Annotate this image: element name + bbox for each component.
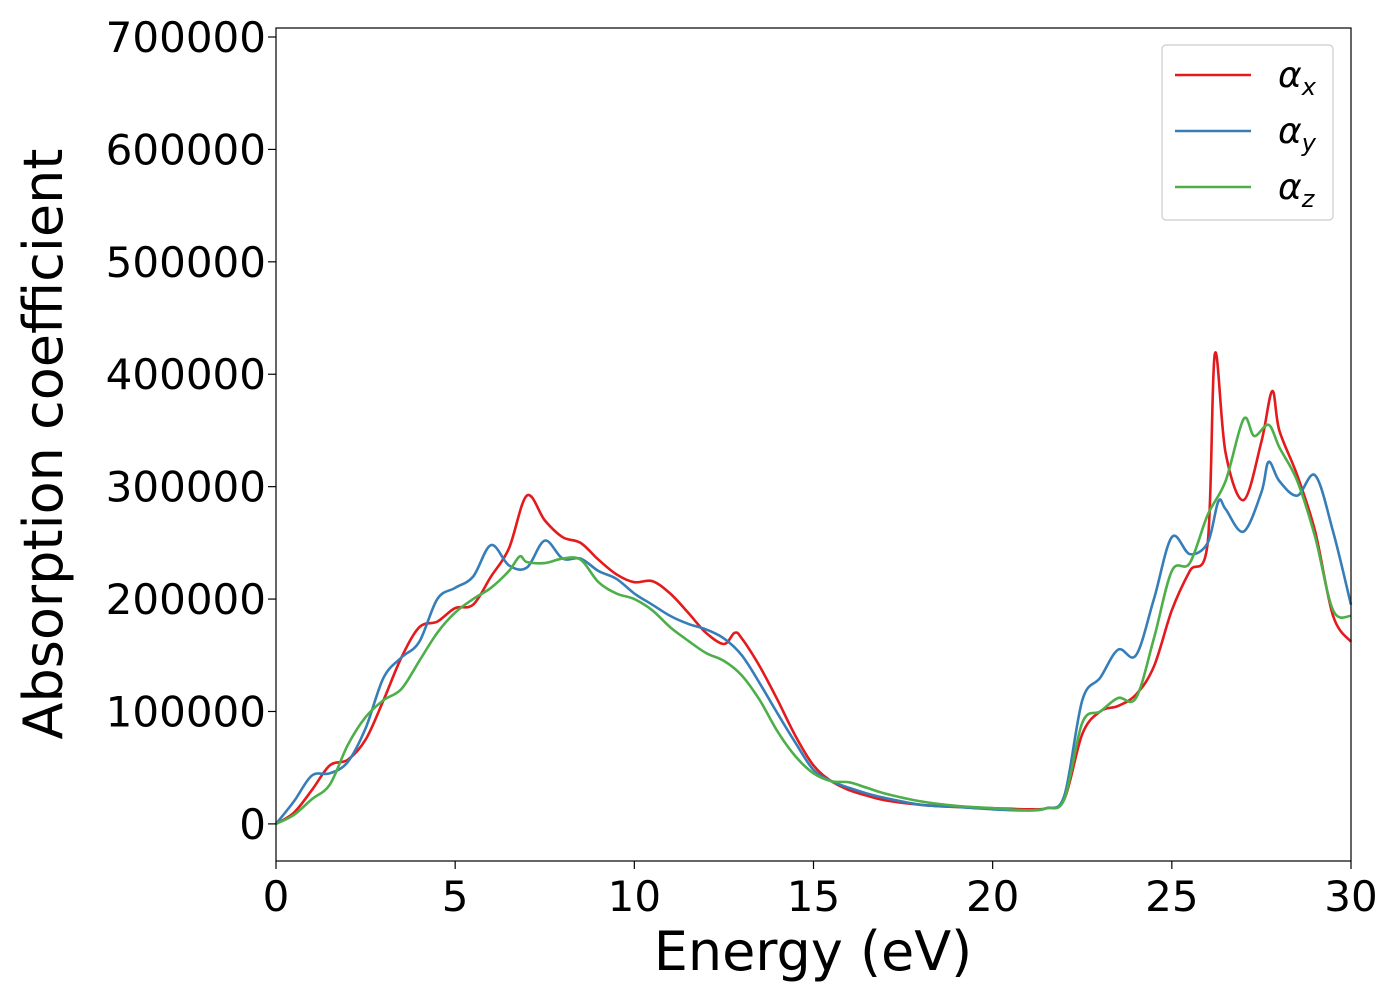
x-tick-label: 25 bbox=[1145, 872, 1198, 921]
y-tick-label: 0 bbox=[239, 800, 266, 849]
x-tick-label: 5 bbox=[442, 872, 469, 921]
x-tick-label: 10 bbox=[608, 872, 661, 921]
y-tick-label: 600000 bbox=[106, 125, 266, 174]
legend-label-x: αx bbox=[1278, 55, 1317, 101]
y-tick-label: 700000 bbox=[106, 13, 266, 62]
x-axis: 0 5 10 15 20 25 30 bbox=[263, 861, 1378, 921]
series-layer bbox=[274, 351, 1353, 826]
y-axis-label: Absorption coefficient bbox=[12, 149, 75, 740]
y-axis: 0 100000 200000 300000 400000 500000 600000 700… bbox=[106, 13, 276, 849]
x-axis-label: Energy (eV) bbox=[654, 920, 973, 983]
legend: αx αy αz bbox=[1161, 44, 1334, 221]
legend-box bbox=[1161, 44, 1334, 221]
series-line-y bbox=[274, 460, 1353, 825]
x-tick-label: 20 bbox=[966, 872, 1019, 921]
x-tick-label: 15 bbox=[787, 872, 840, 921]
y-tick-label: 200000 bbox=[106, 575, 266, 624]
x-tick-label: 0 bbox=[263, 872, 290, 921]
y-tick-label: 100000 bbox=[106, 687, 266, 736]
y-tick-label: 300000 bbox=[106, 463, 266, 512]
legend-label-y: αy bbox=[1278, 111, 1317, 157]
x-tick-label: 30 bbox=[1324, 872, 1377, 921]
series-line-x bbox=[275, 351, 1353, 826]
y-tick-label: 400000 bbox=[106, 350, 266, 399]
series-line-z bbox=[275, 416, 1352, 826]
legend-label-z: αz bbox=[1278, 167, 1316, 213]
y-tick-label: 500000 bbox=[106, 238, 266, 287]
